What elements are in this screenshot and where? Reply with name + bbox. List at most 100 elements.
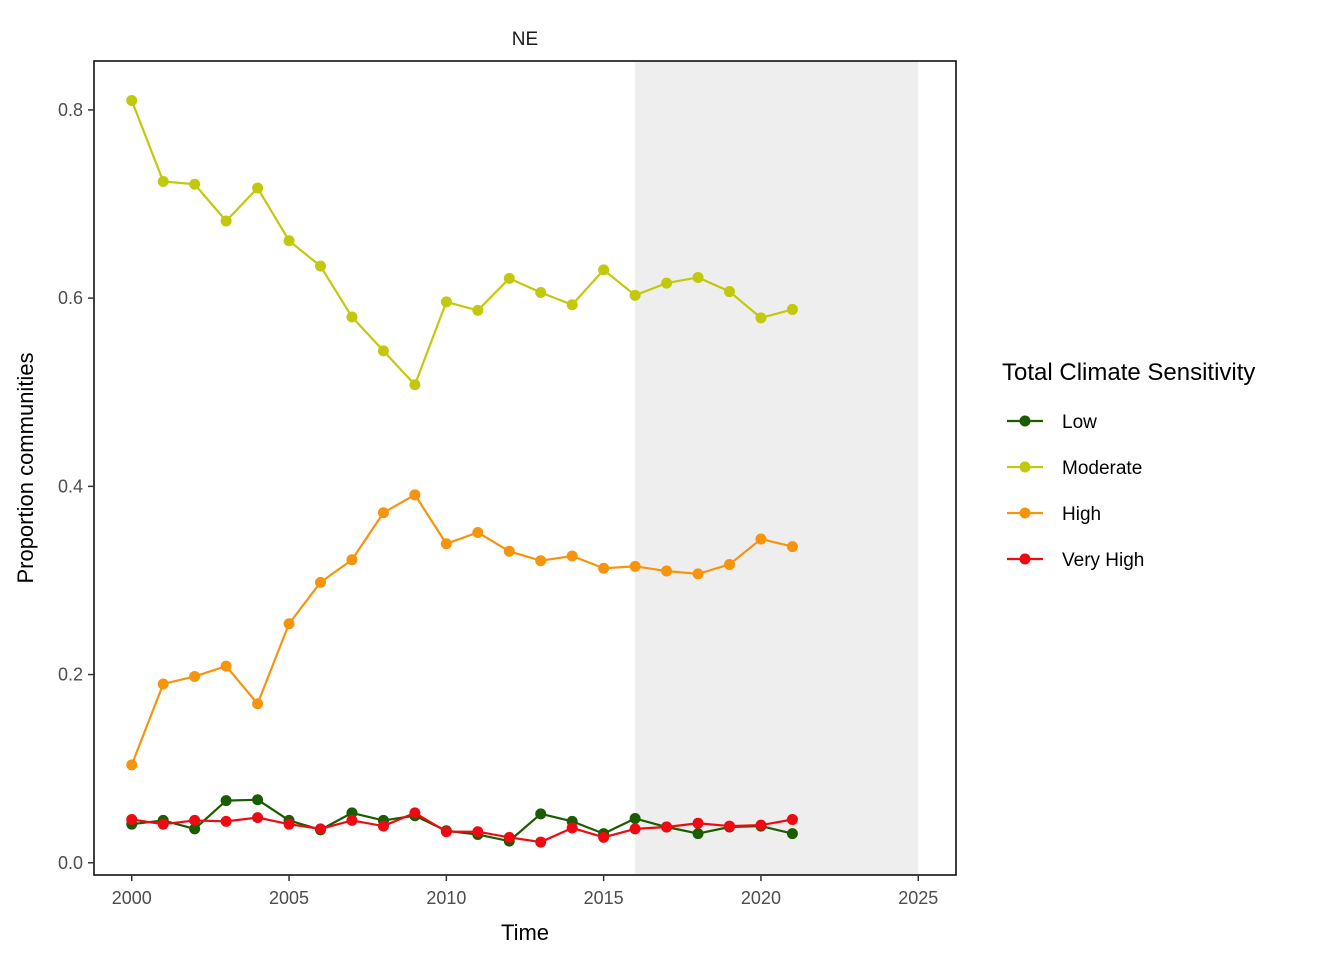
legend-item-very-high: Very High — [1007, 550, 1144, 571]
point-high-2010 — [440, 538, 452, 550]
point-high-2012 — [503, 545, 515, 557]
point-very-high-2008 — [377, 820, 389, 832]
shaded-region — [635, 61, 919, 875]
facet-title: NE — [512, 29, 538, 50]
point-very-high-2005 — [283, 818, 295, 830]
point-low-2004 — [252, 794, 264, 806]
point-high-2017 — [661, 565, 673, 577]
point-high-2005 — [283, 618, 295, 630]
point-high-2007 — [346, 554, 358, 566]
point-very-high-2000 — [126, 813, 138, 825]
y-axis-title: Proportion communities — [13, 352, 38, 583]
plot-border — [93, 60, 957, 876]
point-moderate-2012 — [503, 272, 515, 284]
y-tick-label-1: 0.2 — [58, 665, 83, 685]
legend-label: Very High — [1062, 550, 1144, 571]
point-very-high-2006 — [315, 823, 327, 835]
point-moderate-2010 — [440, 296, 452, 308]
point-moderate-2009 — [409, 379, 421, 391]
point-high-2004 — [252, 698, 264, 710]
point-very-high-2003 — [220, 815, 232, 827]
point-low-2013 — [535, 808, 547, 820]
point-very-high-2011 — [472, 826, 484, 838]
point-moderate-2017 — [661, 277, 673, 289]
legend-key-point — [1019, 461, 1031, 473]
point-very-high-2014 — [566, 822, 578, 834]
series-line-very-high — [131, 811, 793, 844]
point-high-2016 — [629, 560, 641, 572]
point-very-high-2001 — [157, 818, 169, 830]
point-moderate-2000 — [126, 95, 138, 107]
point-high-2008 — [377, 507, 389, 519]
point-high-2006 — [315, 576, 327, 588]
legend-key-point — [1019, 507, 1031, 519]
point-very-high-2012 — [503, 831, 515, 843]
point-moderate-2013 — [535, 286, 547, 298]
y-tick-label-4: 0.8 — [58, 100, 83, 120]
point-moderate-2015 — [598, 264, 610, 276]
point-high-2002 — [189, 670, 201, 682]
point-moderate-2008 — [377, 345, 389, 357]
legend-label: Low — [1062, 412, 1097, 433]
point-low-2002 — [189, 823, 201, 835]
point-low-2018 — [692, 828, 704, 840]
point-very-high-2020 — [755, 819, 767, 831]
point-high-2015 — [598, 562, 610, 574]
series-high — [126, 489, 798, 771]
point-very-high-2021 — [786, 813, 798, 825]
point-low-2003 — [220, 795, 232, 807]
point-very-high-2004 — [252, 812, 264, 824]
point-high-2019 — [723, 558, 735, 570]
point-very-high-2017 — [661, 821, 673, 833]
point-high-2020 — [755, 533, 767, 545]
point-high-2011 — [472, 526, 484, 538]
point-low-2016 — [629, 813, 641, 825]
point-moderate-2021 — [786, 303, 798, 315]
point-very-high-2009 — [409, 807, 421, 819]
point-moderate-2020 — [755, 312, 767, 324]
y-tick-label-3: 0.6 — [58, 288, 83, 308]
point-high-2018 — [692, 568, 704, 580]
point-very-high-2002 — [189, 814, 201, 826]
legend-key-point — [1019, 415, 1031, 427]
point-moderate-2019 — [723, 286, 735, 298]
legend: Total Climate Sensitivity Low Moderate Hig… — [1002, 359, 1255, 571]
point-moderate-2004 — [252, 182, 264, 194]
point-moderate-2016 — [629, 289, 641, 301]
series-very-high — [126, 807, 798, 848]
point-high-2014 — [566, 550, 578, 562]
point-very-high-2013 — [535, 836, 547, 848]
point-high-2003 — [220, 660, 232, 672]
legend-label: High — [1062, 504, 1101, 525]
point-high-2001 — [157, 678, 169, 690]
legend-item-low: Low — [1007, 412, 1097, 433]
point-very-high-2007 — [346, 814, 358, 826]
point-moderate-2018 — [692, 271, 704, 283]
point-very-high-2015 — [598, 831, 610, 843]
point-high-2021 — [786, 541, 798, 553]
legend-title: Total Climate Sensitivity — [1002, 359, 1255, 386]
point-moderate-2006 — [315, 260, 327, 272]
x-tick-label-2000: 2000 — [112, 888, 152, 908]
point-very-high-2010 — [440, 826, 452, 838]
point-very-high-2018 — [692, 817, 704, 829]
legend-item-moderate: Moderate — [1007, 458, 1142, 479]
point-moderate-2003 — [220, 215, 232, 227]
legend-label: Moderate — [1062, 458, 1142, 479]
legend-key-point — [1019, 553, 1031, 565]
point-low-2007 — [346, 807, 358, 819]
x-tick-label-2015: 2015 — [584, 888, 624, 908]
series-line-high — [130, 493, 793, 766]
x-tick-label-2020: 2020 — [741, 888, 781, 908]
x-tick-label-2025: 2025 — [898, 888, 938, 908]
point-moderate-2014 — [566, 299, 578, 311]
x-tick-label-2005: 2005 — [269, 888, 309, 908]
point-very-high-2019 — [723, 820, 735, 832]
series-line-moderate — [130, 100, 793, 386]
point-moderate-2002 — [189, 178, 201, 190]
point-moderate-2007 — [346, 311, 358, 323]
point-high-2000 — [126, 759, 138, 771]
point-moderate-2005 — [283, 235, 295, 247]
point-low-2021 — [786, 828, 798, 840]
point-very-high-2016 — [629, 823, 641, 835]
